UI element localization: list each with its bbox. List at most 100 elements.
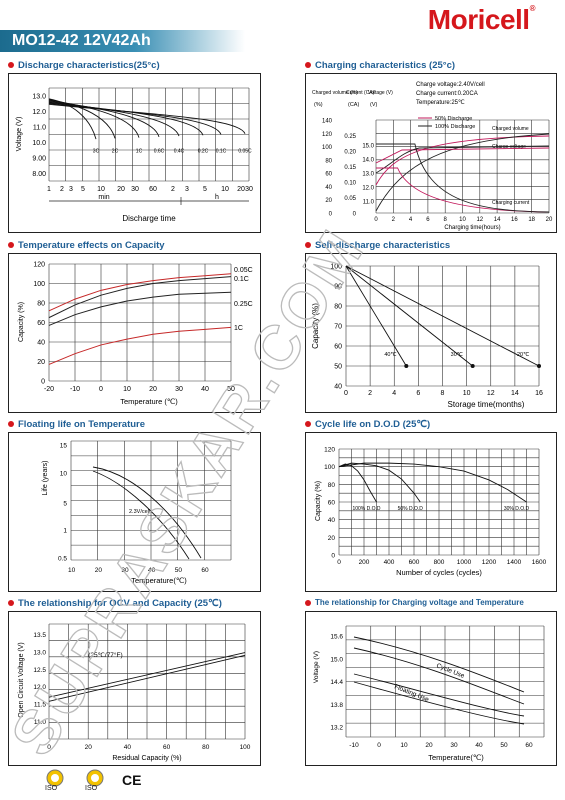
x-tick-label: 5 [203,186,207,193]
x-tick-label: -10 [349,742,359,749]
model-banner: MO12-42 12V42Ah [0,30,245,52]
y-tick-label: 9.00 [32,155,46,162]
annotation: Charging current [492,200,530,206]
y-tick-label: 13.0 [33,649,46,656]
x-tick-label: 200 [359,559,370,566]
x-tick-label: 0 [47,744,51,751]
y-tick-label: 13.0 [32,93,46,100]
charge-voltage-100 [375,145,550,174]
x-tick-label: -20 [44,386,54,393]
y-tick-label: 1 [63,528,67,535]
discharge-curve [48,101,180,137]
temp-capacity-chart: 0 20 40 60 80 100 120 -20 -10 0 10 20 30 40 50 Capacity… [18,262,253,407]
series-label: 40℃ [384,352,397,358]
series-line [338,462,421,503]
series-line [48,276,232,319]
x-tick-label: 0 [337,559,341,566]
x-tick-label: 2 [171,186,175,193]
x-tick-label: 30 [450,742,458,749]
title-charge-voltage-temp: The relationship for Charging voltage an… [305,598,524,607]
bullet-dot-icon [8,242,14,249]
y-tick-label: 12.0 [33,684,46,691]
x-tick-label: 1400 [507,559,522,566]
y-axis-label: Life (years) [42,460,49,495]
v-tick: 15.0 [362,144,374,150]
series-label: 0.05C [234,267,253,274]
life-curve-upper [92,466,202,559]
series-line [48,326,232,365]
bullet-dot-icon [305,421,311,428]
x-tick-label: 30 [131,186,139,193]
panel-cycle-life: 0 20 40 60 80 100 120 0 200 400 600 800 1000 1200 1400… [305,432,557,592]
x-axis-label: Discharge time [122,214,176,223]
discharge-curve [48,103,246,134]
bullet-dot-icon [305,599,311,606]
pct-tick: 20 [325,198,332,204]
x-tick-label: 12 [487,390,495,397]
x-tick-label: 20 [85,744,93,751]
x-tick-label: 8 [444,217,448,223]
end-point [537,364,541,368]
band-label: Floating Use [393,683,430,703]
y-tick-label: 13.5 [33,632,46,639]
bullet-dot-icon [8,600,14,607]
discharge-curve [48,99,140,138]
axis-title: Voltage (V) [368,90,393,96]
charging-chart: Charged volume (%)Current (CA)Voltage (V… [312,82,553,231]
panel-discharge: 8.00 9.00 10.0 11.0 12.0 13.0 1 2 3 5 10 20 30 60 2 3 5 1… [8,73,261,233]
x-tick-label: 50 [175,567,183,574]
annotation: 2.3V/cell [129,509,150,515]
v-tick: 12.0 [362,186,374,192]
y-tick-label: 80 [328,482,336,489]
y-tick-label: 80 [37,301,45,308]
y-tick-label: 60 [334,344,342,351]
charge-voltage-50 [375,147,550,164]
x-tick-label: 40 [124,744,132,751]
x-tick-label: 18 [528,217,535,223]
ocv-chart: 11.0 11.5 12.0 12.5 13.0 13.5 0 20 40 60 80 100 Open… [18,623,251,762]
title-text: Temperature effects on Capacity [18,240,165,251]
x-tick-label: 5 [81,186,85,193]
pct-tick: 140 [322,119,333,125]
axis-unit: (V) [370,102,378,108]
x-axis-label: Charging time(hours) [444,225,500,231]
y-tick-label: 5 [63,501,67,508]
y-tick-label: 10.0 [32,140,46,147]
cert-label: ISO [45,785,58,792]
x-tick-label: 14 [494,217,501,223]
y-tick-label: 40 [37,340,45,347]
x-tick-label: -10 [70,386,80,393]
series-line [48,291,232,326]
bullet-dot-icon [8,421,14,428]
ca-tick: 0.25 [344,134,356,140]
x-tick-label: 8 [441,390,445,397]
y-axis-label: Capacity (%) [311,303,320,349]
y-tick-label: 0 [331,553,335,560]
discharge-curve [48,100,160,137]
series-label: 0.1C [216,148,227,154]
self-discharge-chart: 40 50 60 70 80 90 100 0 2 4 6 8 10 12 14 16 Capacity (%)… [311,264,543,410]
x-tick-label: 2 [392,217,396,223]
panel-charge-voltage-temp: 13.2 13.8 14.4 15.0 15.6 -10 0 10 20 30 40 50 60 Volt… [305,611,557,766]
annotation: (25℃/77°F) [88,651,122,659]
y-axis-label: Open Circuit Voltage (V) [18,642,25,717]
x-tick-label: 30 [121,567,129,574]
x-tick-label: 20 [95,567,103,574]
panel-self-discharge: 40 50 60 70 80 90 100 0 2 4 6 8 10 12 14 16 Capacity (%)… [305,253,557,413]
series-label: 1C [136,148,143,154]
x-tick-label: 100 [240,744,251,751]
panel-charging: Charged volume (%) Current (CA) Voltage (V… [305,73,557,233]
y-tick-label: 13.8 [330,702,343,709]
y-tick-label: 100 [33,281,45,288]
x-tick-label: 10 [97,186,105,193]
y-tick-label: 40 [334,384,342,391]
x-tick-label: 4 [409,217,413,223]
title-text: The relationship for OCV and Capacity (2… [18,598,222,609]
condition-text: Charge voltage:2.40V/cell [416,82,485,88]
y-axis-label: Capacity (%) [315,481,322,521]
pct-tick: 120 [322,132,333,138]
iso-cert-icon: ISO [45,768,65,792]
series-line [48,273,232,312]
series-label: 0.2C [198,148,209,154]
series-label: 0.05C [238,148,252,154]
